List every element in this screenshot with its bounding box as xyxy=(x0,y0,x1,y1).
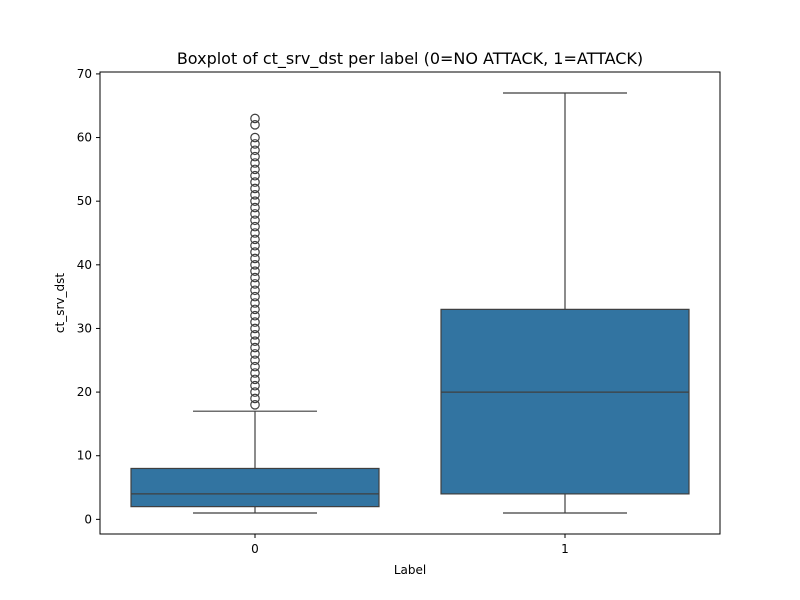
outlier-point xyxy=(250,355,260,366)
outlier-point xyxy=(250,298,260,308)
x-tick-label: 1 xyxy=(561,542,569,556)
y-tick-label: 40 xyxy=(77,258,92,272)
outlier-point xyxy=(250,221,260,232)
outlier-point xyxy=(250,215,260,226)
x-axis-label: Label xyxy=(394,563,426,577)
outlier-point xyxy=(250,170,260,181)
outlier-point xyxy=(250,164,260,175)
outlier-point xyxy=(250,374,260,385)
outlier-point xyxy=(250,190,260,200)
outlier-point xyxy=(250,272,260,283)
outlier-point xyxy=(250,361,260,372)
outlier-point xyxy=(250,253,260,264)
y-tick-label: 60 xyxy=(77,131,92,145)
y-tick-label: 10 xyxy=(77,449,92,463)
outlier-point xyxy=(250,202,260,213)
outlier-point xyxy=(250,209,260,219)
outlier-point xyxy=(250,145,260,156)
outlier-point xyxy=(250,291,260,302)
outlier-point xyxy=(250,304,260,315)
y-axis: 0 10 20 30 40 50 60 70 xyxy=(77,67,100,526)
outlier-point xyxy=(250,400,260,410)
outlier-point xyxy=(250,387,260,397)
y-tick-label: 50 xyxy=(77,194,92,208)
x-tick-label: 0 xyxy=(251,542,259,556)
outlier-point xyxy=(250,368,260,378)
outlier-point xyxy=(250,266,260,276)
outlier-point xyxy=(250,393,260,404)
outlier-point xyxy=(250,183,260,194)
plot-frame xyxy=(99,71,721,535)
outlier-point xyxy=(250,158,260,168)
outlier-point xyxy=(250,260,260,270)
outlier-point xyxy=(250,323,260,334)
outlier-point xyxy=(250,247,260,257)
y-tick-label: 20 xyxy=(77,385,92,399)
outlier-point xyxy=(250,279,260,289)
outlier-point xyxy=(250,132,260,143)
outlier-point xyxy=(250,330,260,340)
y-tick-label: 70 xyxy=(77,67,92,81)
outlier-point xyxy=(250,120,260,130)
y-axis-label: ct_srv_dst xyxy=(53,273,67,333)
outlier-point xyxy=(250,310,260,321)
box-group-0 xyxy=(130,113,380,514)
outlier-point xyxy=(250,177,260,187)
outlier-point xyxy=(250,151,260,162)
outlier-point xyxy=(250,228,260,238)
outlier-point xyxy=(250,139,260,149)
iqr-box xyxy=(130,467,380,508)
iqr-box xyxy=(440,308,690,495)
outlier-point xyxy=(250,317,260,327)
box-group-1 xyxy=(440,92,690,514)
outlier-point xyxy=(250,336,260,346)
outlier-point xyxy=(250,285,260,296)
outlier-point xyxy=(250,380,260,391)
outlier-point xyxy=(250,342,260,353)
chart-title: Boxplot of ct_srv_dst per label (0=NO AT… xyxy=(177,49,643,69)
outlier-point xyxy=(250,196,260,206)
y-tick-label: 30 xyxy=(77,321,92,335)
outlier-point xyxy=(250,113,260,124)
outlier-point xyxy=(250,240,260,251)
outlier-point xyxy=(250,349,260,359)
outlier-point xyxy=(250,234,260,245)
y-tick-label: 0 xyxy=(84,512,92,526)
plot-area xyxy=(130,92,690,514)
